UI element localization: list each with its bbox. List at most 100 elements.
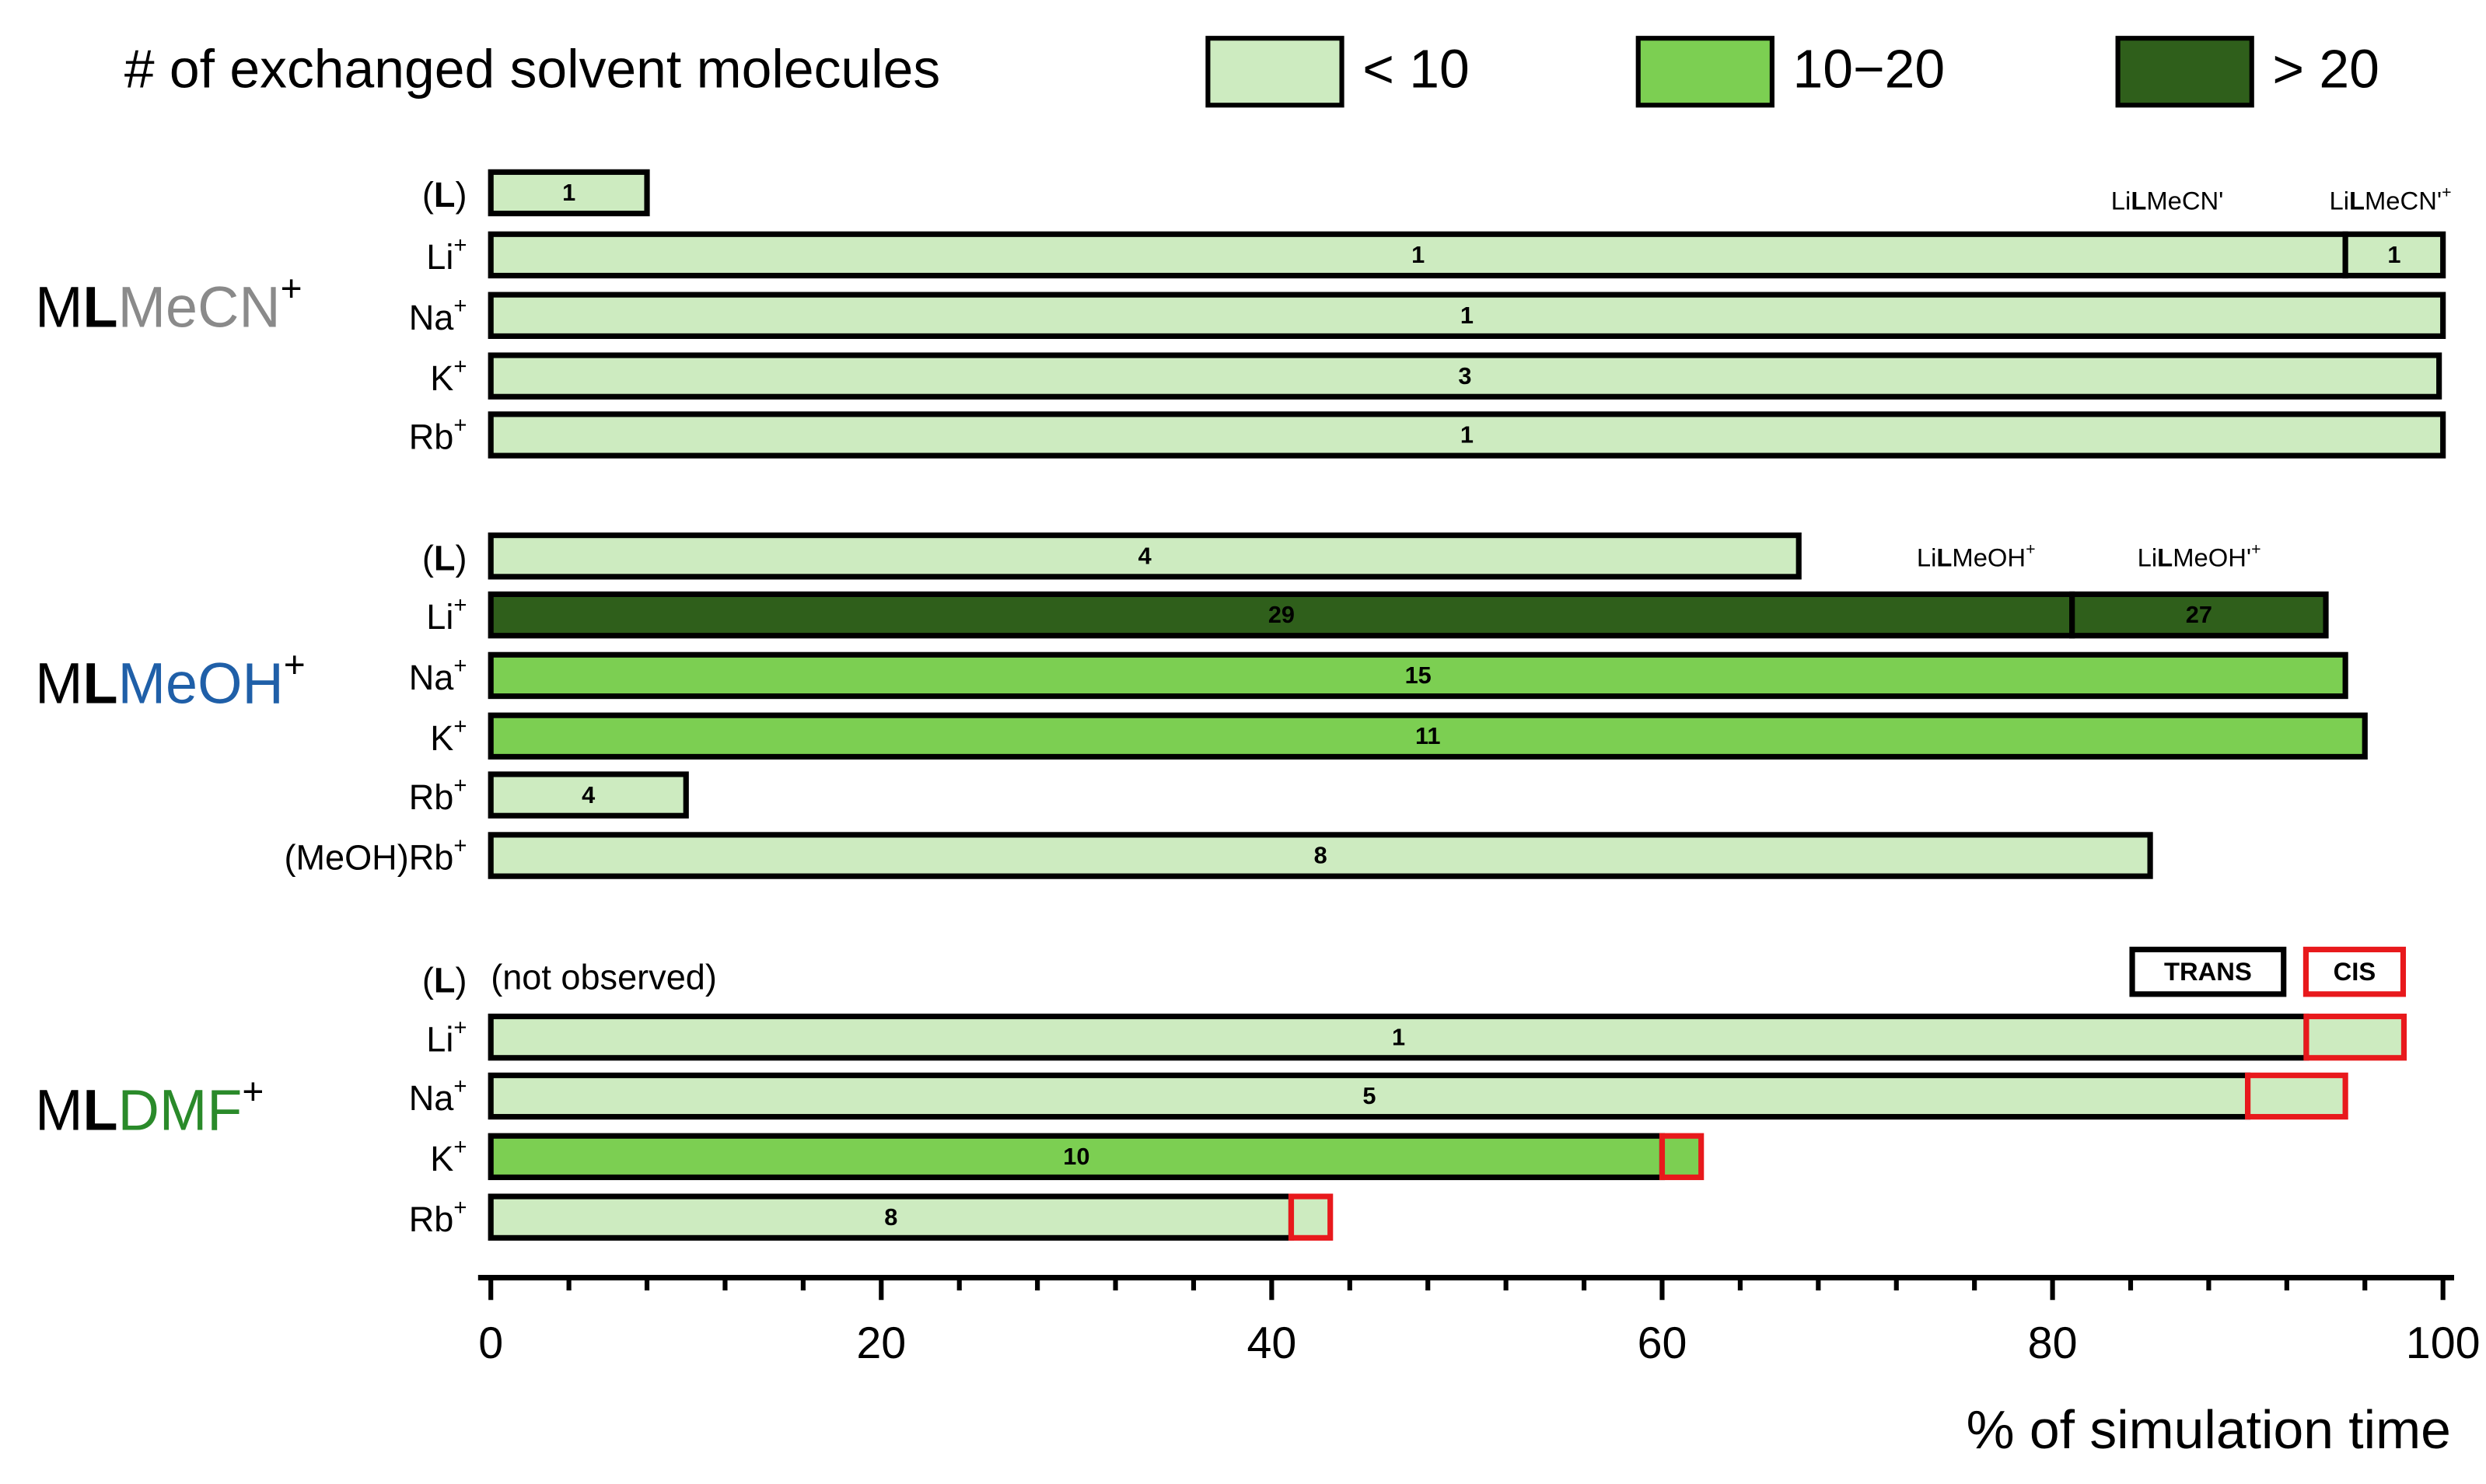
row-label-part: (MeOH)Rb xyxy=(284,838,453,878)
bar-segment xyxy=(488,591,2075,639)
group-label-part: + xyxy=(281,269,302,310)
group-label: MLDMF+ xyxy=(35,1072,264,1143)
annotation-part: Li xyxy=(2329,186,2349,215)
bar-segment xyxy=(488,832,2153,879)
bar-count-label: 1 xyxy=(1411,241,1425,268)
group-label-part: DMF xyxy=(118,1078,243,1143)
bar-count-label: 1 xyxy=(2387,241,2400,268)
bar-count-label: 27 xyxy=(2186,601,2212,628)
row-label-part: ) xyxy=(455,175,467,215)
annotation-part: Li xyxy=(1917,543,1937,571)
bar-count-label: 11 xyxy=(1415,722,1441,749)
row-label-part: Li xyxy=(426,597,453,637)
x-tick-label: 0 xyxy=(478,1318,503,1368)
bar-segment xyxy=(2245,1072,2348,1120)
row-label: Rb+ xyxy=(409,413,467,457)
annotation-part: + xyxy=(2442,183,2451,201)
row-label-part: ) xyxy=(455,538,467,578)
row-label-part: + xyxy=(453,232,467,258)
annotation-part: MeOH' xyxy=(2173,543,2251,571)
row-label: Na+ xyxy=(409,1074,467,1118)
bar-segment xyxy=(488,532,1802,580)
annotation: LiLMeCN' xyxy=(2111,186,2224,215)
legend-label: > 20 xyxy=(2272,39,2379,100)
bar-count-label: 3 xyxy=(1458,362,1471,389)
row-label-part: + xyxy=(453,293,467,319)
row-label-part: Li xyxy=(426,237,453,277)
row-label-part: + xyxy=(453,354,467,379)
annotation-part: L xyxy=(2157,543,2173,571)
bar-segment xyxy=(488,1133,1666,1181)
legend-swatch xyxy=(2115,36,2254,108)
x-axis-title: % of simulation time xyxy=(1967,1399,2451,1460)
group-label: MLMeOH+ xyxy=(35,645,306,716)
tag-box xyxy=(2302,946,2407,997)
annotation-part: L xyxy=(2131,186,2146,215)
group-label-part: L xyxy=(83,275,118,340)
row-label-part: + xyxy=(453,1134,467,1160)
bar-count-label: 1 xyxy=(1392,1023,1405,1050)
row-note: (not observed) xyxy=(491,957,717,997)
bar-segment xyxy=(488,712,2368,760)
row-label-part: Rb xyxy=(409,417,454,457)
bar-segment xyxy=(488,169,650,217)
row-label-part: + xyxy=(453,714,467,739)
bar-segment xyxy=(488,411,2446,459)
annotation-part: L xyxy=(2349,186,2365,215)
tag-box xyxy=(2129,946,2287,997)
row-label-part: ( xyxy=(422,175,434,215)
row-label-part: Na xyxy=(409,1078,455,1118)
row-label: (MeOH)Rb+ xyxy=(284,833,467,878)
group-label-part: + xyxy=(242,1072,264,1113)
bar-segment xyxy=(2303,1013,2407,1061)
row-label: (L) xyxy=(422,960,467,1000)
x-tick-label: 60 xyxy=(1638,1318,1687,1368)
bar-count-label: 29 xyxy=(1268,601,1295,628)
bar-segment xyxy=(488,651,2348,700)
row-label-part: Rb xyxy=(409,777,454,817)
group-label-part: M xyxy=(35,275,82,340)
row-label-part: + xyxy=(453,1195,467,1220)
x-tick-label: 40 xyxy=(1246,1318,1296,1368)
row-label-part: K xyxy=(430,718,453,758)
row-label: (L) xyxy=(422,175,467,215)
row-label: Rb+ xyxy=(409,1195,467,1239)
row-label: (L) xyxy=(422,538,467,578)
row-label-part: + xyxy=(453,1074,467,1099)
row-label-part: Rb xyxy=(409,1199,454,1239)
bar-segment xyxy=(1659,1133,1705,1181)
row-label-part: K xyxy=(430,358,453,398)
group-label-part: M xyxy=(35,1078,82,1143)
row-label-part: + xyxy=(453,413,467,438)
row-label: Li+ xyxy=(426,1015,467,1060)
row-label-part: ( xyxy=(422,960,434,1000)
row-label-part: Na xyxy=(409,298,455,337)
bar-segment xyxy=(488,352,2442,400)
row-label-part: + xyxy=(453,833,467,859)
legend-label: 10−20 xyxy=(1793,39,1946,100)
annotation-part: + xyxy=(2251,539,2260,558)
bar-segment xyxy=(2342,231,2446,279)
bar-segment xyxy=(488,292,2446,340)
group-label-part: MeOH xyxy=(118,651,284,716)
tag-label: TRANS xyxy=(2164,957,2252,986)
row-label: K+ xyxy=(430,1134,467,1178)
bar-count-label: 1 xyxy=(562,179,575,206)
bar-count-label: 8 xyxy=(1314,842,1327,869)
bar-segment xyxy=(488,771,689,819)
row-label-part: L xyxy=(434,538,456,578)
row-label-part: + xyxy=(453,592,467,618)
bar-segment xyxy=(1288,1193,1334,1241)
bar-count-label: 4 xyxy=(1138,542,1152,569)
group-label-part: + xyxy=(284,645,306,686)
row-label-part: K xyxy=(430,1139,453,1178)
bar-count-label: 10 xyxy=(1063,1143,1089,1170)
group-label: MLMeCN+ xyxy=(35,269,302,340)
tag-label: CIS xyxy=(2334,957,2376,986)
row-label-part: + xyxy=(453,653,467,679)
bar-segment xyxy=(2069,591,2329,639)
x-tick-label: 100 xyxy=(2406,1318,2481,1368)
bar-count-label: 4 xyxy=(582,781,595,808)
bar-count-label: 5 xyxy=(1362,1082,1376,1109)
